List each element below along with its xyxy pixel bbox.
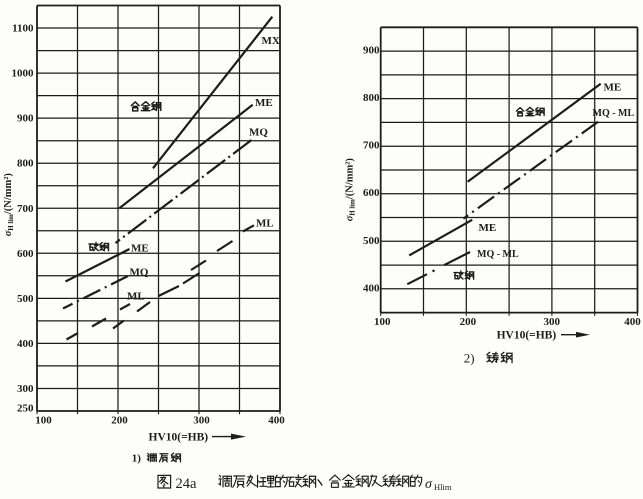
svg-text:500: 500 (17, 293, 34, 305)
svg-text:300: 300 (193, 415, 210, 427)
svg-text:MX: MX (262, 35, 280, 47)
svg-text:σ Hlim: σ Hlim (425, 477, 452, 492)
svg-text:100: 100 (374, 316, 391, 328)
svg-text:800: 800 (363, 92, 380, 104)
svg-text:ME: ME (255, 97, 273, 109)
svg-text:400: 400 (17, 338, 34, 350)
svg-text:300: 300 (17, 383, 34, 395)
svg-text:100: 100 (35, 415, 52, 427)
svg-text:HV10(=HB): HV10(=HB) (497, 330, 557, 342)
svg-text:ME: ME (131, 243, 149, 255)
svg-text:250: 250 (17, 403, 34, 415)
svg-text:400: 400 (363, 282, 380, 294)
svg-text:ME: ME (479, 222, 497, 234)
svg-text:σH lim/(N/mm²): σH lim/(N/mm²) (3, 173, 15, 237)
svg-text:600: 600 (17, 248, 34, 260)
svg-text:500: 500 (363, 235, 380, 247)
svg-text:2): 2) (464, 351, 475, 366)
svg-text:σH lim/(N/mm²): σH lim/(N/mm²) (344, 158, 356, 222)
svg-text:200: 200 (460, 316, 477, 328)
svg-text:MQ - ML: MQ - ML (477, 249, 519, 260)
svg-text:200: 200 (111, 415, 128, 427)
svg-text:MQ: MQ (249, 127, 268, 139)
svg-text:ME: ME (604, 82, 622, 94)
svg-text:ML: ML (127, 291, 145, 303)
svg-text:ML: ML (256, 218, 274, 230)
svg-text:700: 700 (363, 140, 380, 152)
svg-text:24a: 24a (176, 476, 198, 492)
svg-text:1100: 1100 (12, 23, 34, 35)
svg-text:700: 700 (17, 203, 34, 215)
svg-text:MQ: MQ (130, 267, 149, 279)
svg-text:300: 300 (544, 316, 561, 328)
svg-text:900: 900 (17, 113, 34, 125)
svg-text:1): 1) (132, 452, 142, 464)
svg-text:400: 400 (624, 316, 641, 328)
svg-text:1000: 1000 (12, 68, 35, 80)
svg-text:900: 900 (363, 45, 380, 57)
svg-text:MQ - ML: MQ - ML (593, 108, 635, 119)
svg-text:HV10(=HB): HV10(=HB) (149, 432, 209, 444)
svg-text:800: 800 (17, 158, 34, 170)
svg-text:400: 400 (268, 415, 285, 427)
svg-text:600: 600 (363, 187, 380, 199)
